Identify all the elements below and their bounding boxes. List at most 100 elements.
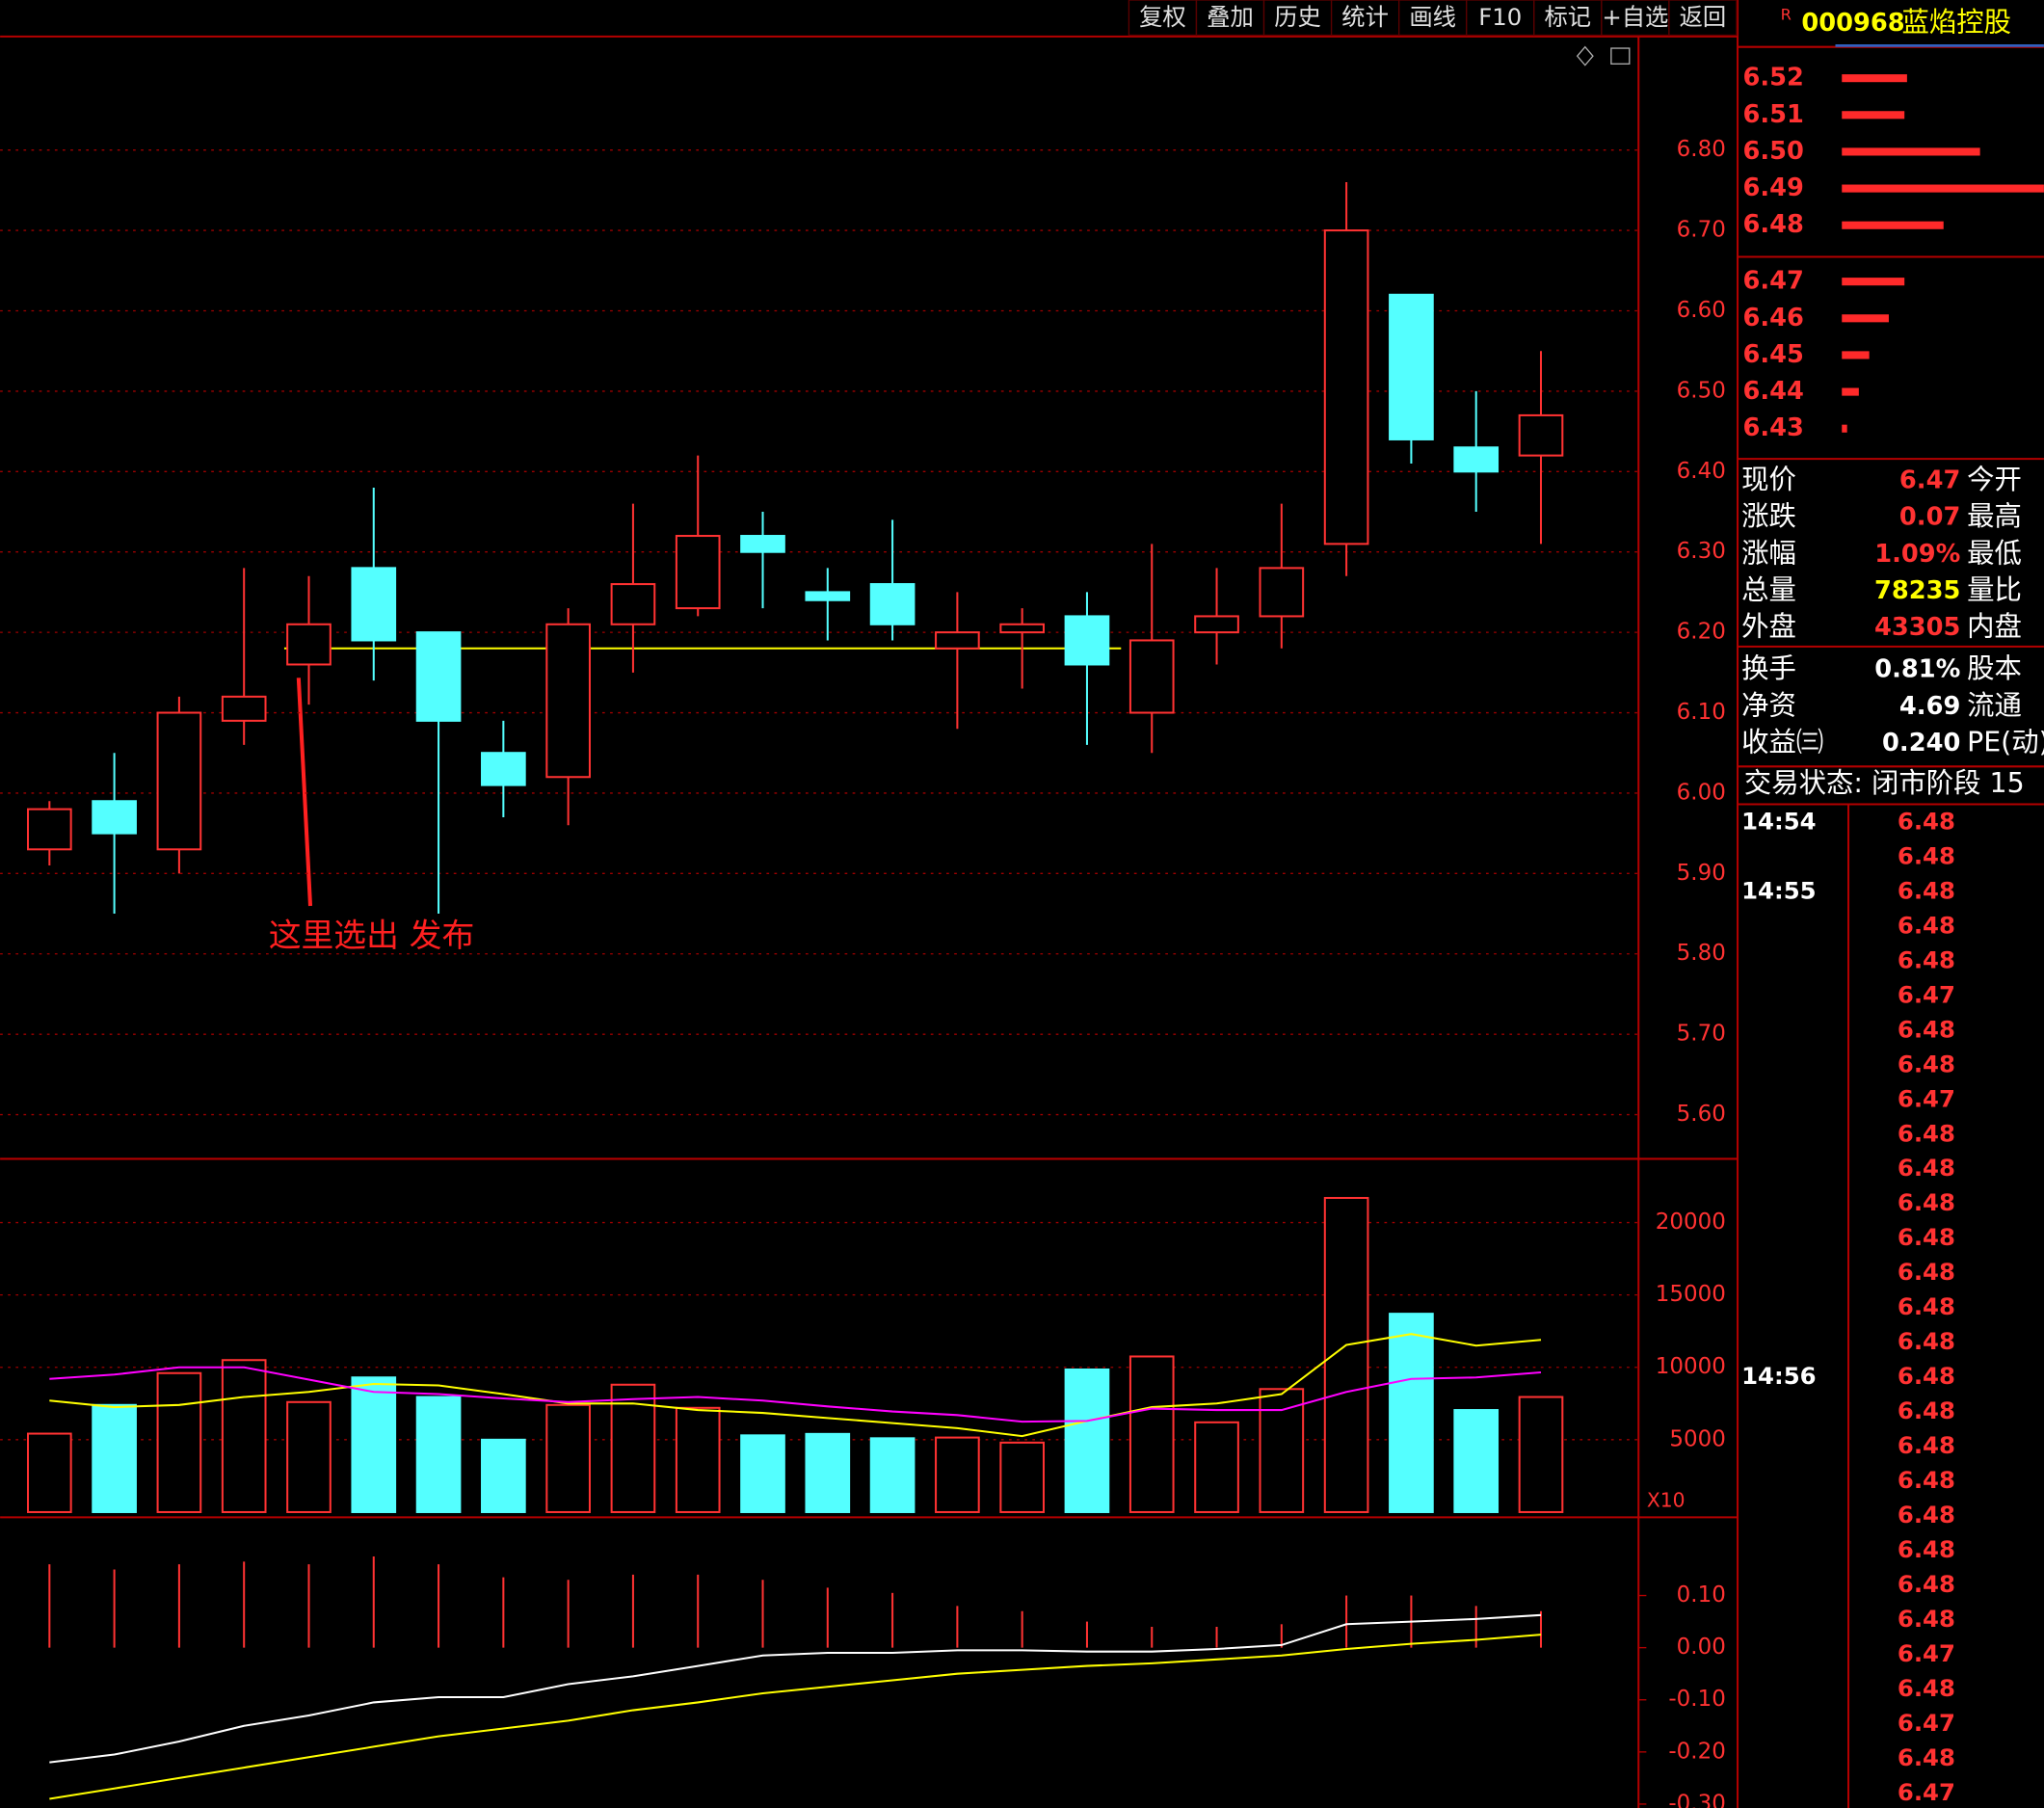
volume-scale: X10: [1647, 1489, 1686, 1512]
y-tick-label: 5000: [1669, 1426, 1726, 1451]
volume-bar: [26, 1432, 72, 1513]
y-tick-label: 6.60: [1677, 298, 1726, 323]
volume-bar: [156, 1371, 202, 1513]
tick-price: 6.48: [1898, 1362, 1955, 1390]
y-tick-label: -0.10: [1668, 1687, 1725, 1712]
quote-label: 最低: [1967, 537, 2022, 569]
volume-bar: [805, 1432, 851, 1513]
toolbar-button[interactable]: [1262, 0, 1333, 37]
quote-value: 0.07: [1899, 503, 1960, 532]
toolbar-label[interactable]: 标记: [1544, 3, 1591, 31]
toolbar-label[interactable]: 返回: [1680, 3, 1727, 31]
order-price: 6.48: [1742, 210, 1803, 239]
candle-body: [935, 631, 980, 650]
candle-body: [675, 535, 721, 610]
tick-time: 14:55: [1741, 876, 1816, 904]
tick-price: 6.48: [1898, 841, 1955, 869]
quote-label: 涨幅: [1741, 537, 1796, 569]
quote-label: 股本: [1967, 652, 2022, 684]
tick-price: 6.48: [1898, 1396, 1955, 1424]
quote-value: 1.09%: [1874, 540, 1960, 569]
tick-price: 6.48: [1898, 1292, 1955, 1320]
order-price: 6.52: [1742, 64, 1803, 93]
y-tick-label: 5.70: [1677, 1022, 1726, 1047]
order-price: 6.49: [1742, 173, 1803, 202]
order-price: 6.45: [1742, 340, 1803, 369]
icon-window[interactable]: [1610, 47, 1631, 65]
volume-bar: [1259, 1388, 1305, 1513]
stock-name: 蓝焰控股: [1901, 6, 2011, 38]
tick-price: 6.48: [1898, 1674, 1955, 1702]
toolbar-button[interactable]: [1601, 0, 1670, 37]
toolbar-label[interactable]: 画线: [1409, 3, 1456, 31]
tick-price: 6.47: [1898, 1778, 1955, 1806]
quote-value: 78235: [1874, 576, 1960, 605]
tick-price: 6.48: [1898, 807, 1955, 835]
y-tick-label: 6.00: [1677, 780, 1726, 805]
order-price: 6.43: [1742, 413, 1803, 442]
toolbar-label[interactable]: F10: [1478, 3, 1522, 31]
volume-bar: [1323, 1196, 1369, 1513]
candle-body: [156, 711, 202, 851]
candle-body: [1518, 413, 1564, 457]
toolbar-label[interactable]: 历史: [1274, 3, 1321, 31]
market-tag: R: [1781, 6, 1792, 24]
candle-body: [869, 583, 916, 625]
tick-price: 6.48: [1898, 1050, 1955, 1077]
candle-body: [740, 535, 785, 553]
order-price: 6.44: [1742, 377, 1803, 406]
y-tick-label: 0.10: [1677, 1582, 1726, 1608]
toolbar-button[interactable]: [1668, 0, 1738, 37]
candle-body: [1064, 615, 1110, 666]
toolbar-button[interactable]: [1195, 0, 1265, 37]
y-tick-label: 6.70: [1677, 218, 1726, 243]
stock-code: 000968: [1801, 9, 1904, 38]
toolbar-label[interactable]: 叠加: [1207, 3, 1254, 31]
tick-price: 6.48: [1898, 876, 1955, 904]
quote-label: 换手: [1741, 652, 1796, 684]
tick-price: 6.48: [1898, 945, 1955, 973]
tick-price: 6.48: [1898, 1466, 1955, 1494]
quote-value: 6.47: [1899, 466, 1960, 495]
indicator-line: [49, 1366, 1542, 1423]
toolbar-label[interactable]: 统计: [1341, 3, 1389, 31]
quote-value: 0.240: [1882, 729, 1960, 758]
volume-bar: [935, 1436, 980, 1513]
quote-label: 现价: [1741, 464, 1796, 495]
tick-price: 6.48: [1898, 1258, 1955, 1286]
candle-body: [545, 623, 591, 779]
order-price: 6.46: [1742, 304, 1803, 332]
order-depth-bar: [1842, 74, 1907, 83]
volume-bar: [221, 1359, 267, 1513]
tick-time: 14:56: [1741, 1362, 1816, 1390]
tick-price: 6.48: [1898, 1570, 1955, 1598]
candle-body: [1259, 567, 1305, 618]
volume-bar: [1128, 1355, 1175, 1513]
tick-price: 6.48: [1898, 1535, 1955, 1563]
candle-body: [999, 623, 1046, 634]
order-depth-bar: [1842, 387, 1859, 396]
quote-value: 0.81%: [1874, 655, 1960, 684]
volume-bar: [1064, 1368, 1110, 1513]
tick-price: 6.48: [1898, 1501, 1955, 1529]
tick-price: 6.48: [1898, 1327, 1955, 1355]
y-tick-label: 5.60: [1677, 1102, 1726, 1127]
candle-body: [1194, 615, 1239, 634]
y-tick-label: 6.50: [1677, 378, 1726, 403]
order-price: 6.50: [1742, 137, 1803, 166]
toolbar-label[interactable]: +自选: [1602, 3, 1668, 31]
icon-diamond[interactable]: [1576, 45, 1594, 66]
tick-price: 6.47: [1898, 1639, 1955, 1667]
candle-body: [221, 695, 267, 722]
order-depth-bar: [1842, 278, 1905, 286]
volume-bar: [351, 1376, 397, 1513]
quote-label: 量比: [1967, 574, 2022, 606]
quote-label: 净资: [1741, 689, 1796, 721]
quote-label: 涨跌: [1741, 500, 1796, 532]
volume-bar: [999, 1441, 1046, 1513]
quote-value: 4.69: [1899, 692, 1960, 721]
toolbar-label[interactable]: 复权: [1139, 3, 1186, 31]
order-depth-bar: [1842, 424, 1847, 433]
